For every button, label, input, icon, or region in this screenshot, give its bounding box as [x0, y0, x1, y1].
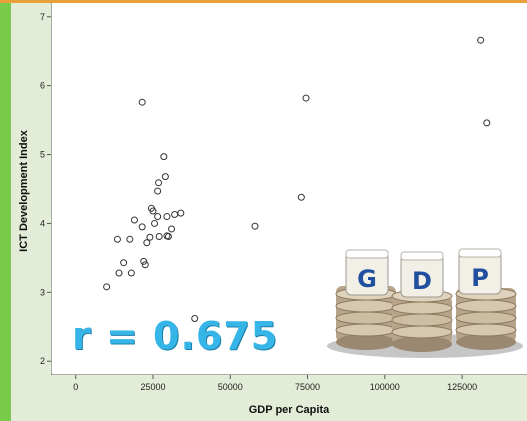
data-point	[161, 173, 169, 181]
data-point	[160, 153, 168, 161]
data-point	[141, 261, 149, 269]
data-point	[155, 179, 163, 187]
data-point	[163, 213, 171, 221]
data-point	[140, 257, 148, 265]
data-point	[138, 98, 146, 106]
data-point	[251, 222, 259, 230]
data-point	[103, 283, 111, 291]
y-axis-ticks: 2 3 4 5 6 7	[40, 12, 51, 366]
data-point	[297, 193, 305, 201]
x-tick-label: 0	[73, 382, 78, 392]
letter-d: D	[412, 267, 432, 295]
data-point	[113, 235, 121, 243]
data-point	[115, 269, 123, 277]
y-tick-label: 5	[40, 150, 45, 160]
data-point	[130, 216, 138, 224]
data-point	[483, 119, 491, 127]
data-point	[168, 225, 176, 233]
data-point	[127, 269, 135, 277]
y-axis-label: ICT Development Index	[18, 129, 30, 252]
x-axis-ticks: 0 25000 50000 75000 100000 125000	[73, 375, 477, 392]
x-tick-label: 75000	[295, 382, 320, 392]
y-axis-panel	[11, 3, 51, 375]
x-tick-label: 125000	[447, 382, 477, 392]
coin-stack-d	[391, 289, 453, 352]
data-point	[149, 207, 157, 215]
data-point	[138, 223, 146, 231]
y-tick-label: 2	[40, 356, 45, 366]
data-point	[154, 213, 162, 221]
x-tick-label: 50000	[218, 382, 243, 392]
correlation-annotation: r = 0.675	[72, 314, 279, 358]
data-point	[146, 233, 154, 241]
y-tick-label: 6	[40, 81, 45, 91]
y-tick-label: 7	[40, 12, 45, 22]
letter-p: P	[471, 264, 489, 292]
letter-g: G	[357, 265, 377, 293]
x-axis-label: GDP per Capita	[249, 404, 330, 416]
data-point	[302, 94, 310, 102]
data-point	[151, 219, 159, 227]
data-point	[155, 233, 163, 241]
x-tick-label: 100000	[370, 382, 400, 392]
letter-dice: G D P	[345, 248, 502, 298]
data-point	[177, 209, 185, 217]
top-stripe	[0, 0, 527, 3]
coin-stack-g	[335, 286, 397, 350]
data-points	[103, 36, 491, 323]
data-point	[120, 259, 128, 267]
data-point	[154, 187, 162, 195]
data-point	[126, 235, 134, 243]
data-point	[164, 233, 172, 241]
y-tick-label: 3	[40, 287, 45, 297]
data-point	[143, 239, 151, 247]
gdp-coins-illustration: G D P	[327, 248, 523, 358]
data-point	[191, 315, 199, 323]
x-axis-panel	[11, 375, 527, 421]
coin-stack-p	[455, 287, 517, 350]
y-tick-label: 4	[40, 218, 45, 228]
data-point	[477, 36, 485, 44]
x-tick-label: 25000	[140, 382, 165, 392]
